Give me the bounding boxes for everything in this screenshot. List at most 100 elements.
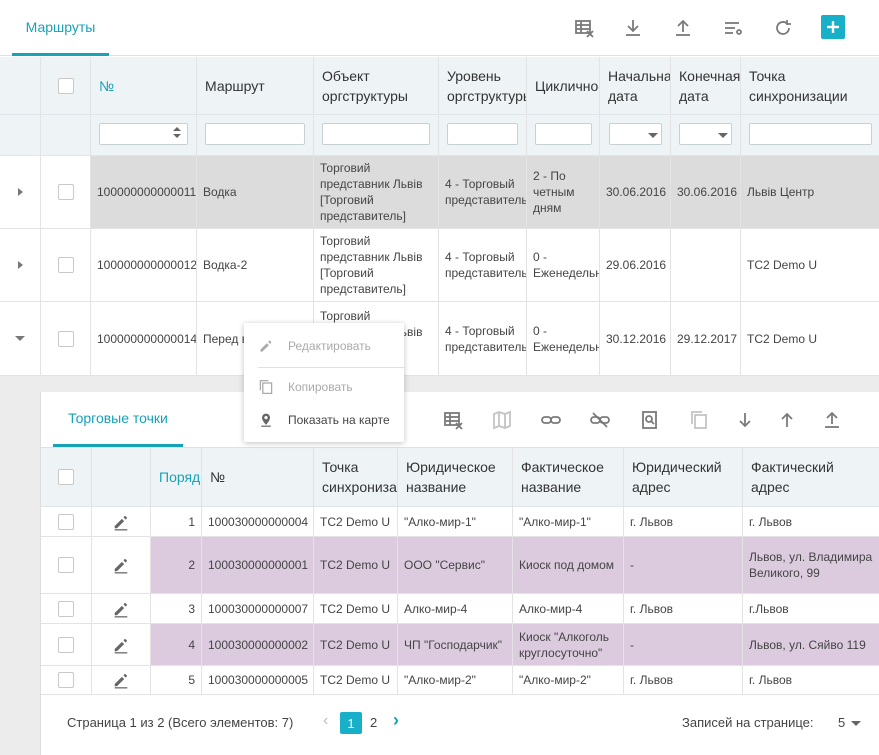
header-start-date[interactable]: Начальная дата — [600, 57, 671, 114]
cell-legal-address: - — [624, 624, 743, 665]
row-checkbox[interactable] — [58, 672, 74, 688]
cell-org-level: 4 - Торговый представитель — [439, 156, 527, 228]
row-checkbox[interactable] — [57, 257, 74, 273]
spin-up-icon[interactable] — [173, 127, 181, 131]
header-num[interactable]: № — [202, 448, 314, 506]
table-row[interactable]: 4 100030000000002 TC2 Demo U ЧП "Господа… — [41, 624, 879, 666]
row-checkbox[interactable] — [58, 636, 74, 653]
cycle-filter-input[interactable] — [535, 123, 592, 145]
cell-legal-address: г. Львов — [624, 666, 743, 694]
chevron-down-icon — [648, 133, 658, 138]
link-icon[interactable] — [539, 408, 563, 432]
edit-icon[interactable] — [92, 594, 151, 623]
cell-num: 100000000000011 — [91, 156, 197, 228]
expand-toggle[interactable] — [0, 229, 41, 301]
cell-cycle: 2 - По четным дням — [527, 156, 600, 228]
cell-org-level: 4 - Торговый представитель — [439, 229, 527, 301]
spin-down-icon[interactable] — [173, 134, 181, 138]
org-level-filter-input[interactable] — [447, 123, 518, 145]
menu-item-copy[interactable]: Копировать — [244, 372, 404, 402]
expand-toggle[interactable] — [0, 302, 41, 375]
cell-actual-address: г. Львов — [749, 673, 792, 687]
edit-icon[interactable] — [92, 666, 151, 694]
row-checkbox[interactable] — [57, 184, 74, 200]
header-end-date[interactable]: Конечная дата — [671, 57, 741, 114]
header-org-object[interactable]: Объект оргструктуры — [314, 57, 439, 114]
cell-num: 100000000000012 — [91, 229, 197, 301]
row-checkbox[interactable] — [57, 330, 74, 347]
expand-toggle[interactable] — [0, 156, 41, 228]
org-object-filter-input[interactable] — [322, 123, 430, 145]
menu-item-show-on-map[interactable]: Показать на карте — [244, 405, 404, 435]
end-date-filter-select[interactable] — [679, 123, 732, 145]
copy-icon[interactable] — [687, 408, 711, 432]
cell-cycle: 0 - Еженедельно — [527, 229, 600, 301]
prev-page-icon[interactable]: ‹ — [323, 712, 329, 729]
header-select-all[interactable] — [41, 57, 91, 114]
num-filter-input[interactable] — [99, 123, 188, 145]
page-size-label: Записей на странице: — [682, 715, 814, 730]
move-up-icon[interactable] — [775, 408, 799, 432]
cell-actual-address: г. Львов — [749, 514, 792, 529]
page-1-button[interactable]: 1 — [340, 712, 362, 734]
header-legal-address[interactable]: Юридический адрес — [624, 448, 743, 506]
edit-icon[interactable] — [92, 624, 151, 665]
table-row[interactable]: 100000000000012 Водка-2 Торговий предста… — [0, 229, 879, 302]
table-row[interactable]: 2 100030000000001 TC2 Demo U ООО "Сервис… — [41, 537, 879, 594]
add-button[interactable] — [821, 15, 845, 39]
clear-filter-icon[interactable] — [441, 408, 465, 432]
header-order[interactable]: Порядок — [151, 448, 202, 506]
row-checkbox[interactable] — [58, 513, 74, 530]
cell-order: 2 — [151, 537, 202, 593]
refresh-icon[interactable] — [771, 16, 795, 40]
table-row[interactable]: 5 100030000000005 TC2 Demo U "Алко-мир-2… — [41, 666, 879, 695]
edit-icon[interactable] — [92, 537, 151, 593]
download-icon[interactable] — [621, 16, 645, 40]
row-checkbox[interactable] — [58, 600, 74, 617]
select-all-checkbox[interactable] — [57, 77, 74, 94]
table-row[interactable]: 100000000000014 Перед в Торговий предста… — [0, 302, 879, 376]
column-settings-icon[interactable] — [721, 16, 745, 40]
header-sync-point[interactable]: Точка синхронизации — [314, 448, 398, 506]
menu-item-edit[interactable]: Редактировать — [244, 331, 404, 361]
clear-filter-icon[interactable] — [572, 16, 596, 40]
start-date-filter-select[interactable] — [609, 123, 662, 145]
route-filter-input[interactable] — [205, 123, 305, 145]
table-row[interactable]: 1 100030000000004 TC2 Demo U "Алко-мир-1… — [41, 507, 879, 537]
header-cycle[interactable]: Цикличность — [527, 57, 600, 114]
header-actual-name[interactable]: Фактическое название — [513, 448, 624, 506]
tab-routes[interactable]: Маршруты — [12, 0, 109, 56]
search-document-icon[interactable] — [638, 408, 662, 432]
header-legal-name[interactable]: Юридическое название — [398, 448, 513, 506]
cell-actual-name: Киоск "Алкоголь круглосуточно" — [513, 624, 624, 665]
header-sync-point[interactable]: Точка синхронизации — [749, 67, 848, 104]
map-icon[interactable] — [490, 408, 514, 432]
cell-sync-point: TC2 Demo U — [314, 594, 398, 623]
page-size-select[interactable]: 5 — [838, 715, 846, 730]
upload-icon[interactable] — [820, 408, 844, 432]
edit-icon[interactable] — [92, 507, 151, 536]
header-org-level[interactable]: Уровень оргструктуры — [439, 57, 527, 114]
header-num[interactable]: № — [91, 57, 197, 114]
unlink-icon[interactable] — [588, 408, 612, 432]
cell-order: 4 — [151, 624, 202, 665]
row-checkbox[interactable] — [58, 557, 74, 573]
upload-icon[interactable] — [671, 16, 695, 40]
chevron-down-icon[interactable] — [851, 721, 861, 726]
header-actual-address[interactable]: Фактический адрес — [751, 459, 834, 495]
next-page-icon[interactable]: › — [393, 710, 399, 730]
cell-order: 1 — [151, 507, 202, 536]
cell-sync-point: TC2 Demo U — [314, 507, 398, 536]
tab-trade-points[interactable]: Торговые точки — [53, 392, 183, 447]
move-down-icon[interactable] — [733, 408, 757, 432]
select-all-checkbox[interactable] — [58, 469, 74, 485]
header-route[interactable]: Маршрут — [197, 57, 314, 114]
cell-end-date — [671, 229, 741, 301]
cell-num: 100030000000007 — [202, 594, 314, 623]
cell-legal-address: г. Львов — [624, 594, 743, 623]
table-row[interactable]: 3 100030000000007 TC2 Demo U Алко-мир-4 … — [41, 594, 879, 624]
pager: Страница 1 из 2 (Всего элементов: 7) ‹ 1… — [41, 702, 879, 742]
table-row[interactable]: 100000000000011 Водка Торговий представн… — [0, 156, 879, 229]
page-2-button[interactable]: 2 — [370, 715, 378, 730]
sync-point-filter-input[interactable] — [749, 123, 872, 145]
